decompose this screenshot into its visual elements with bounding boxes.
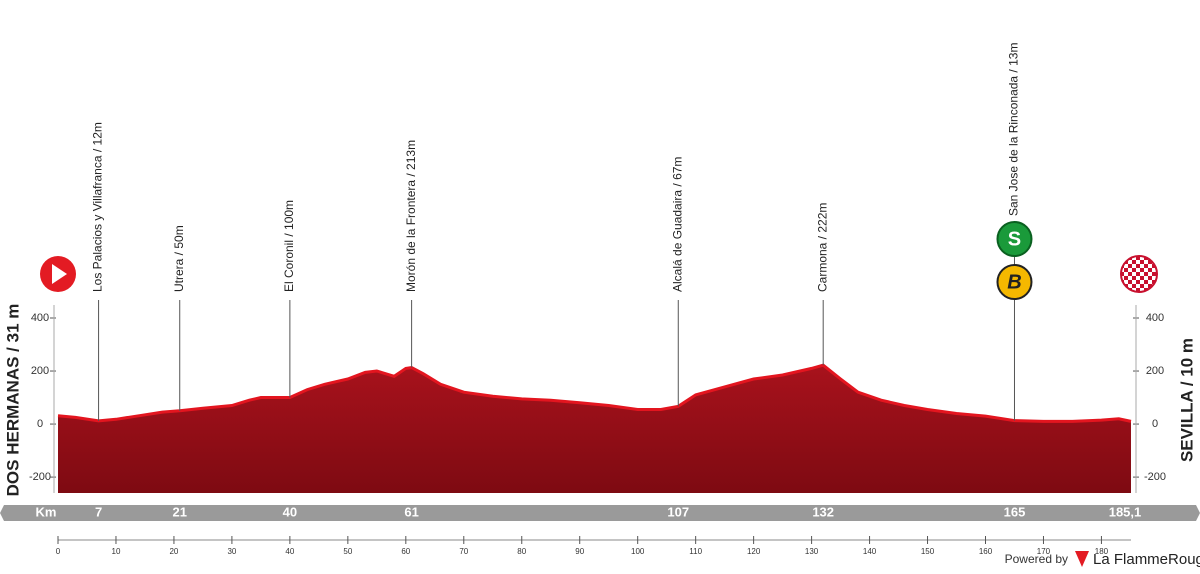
x-tick-label: 40 [285, 547, 294, 556]
bonus-icon [996, 264, 1033, 300]
y-tick-label: 200 [31, 365, 49, 377]
x-tick-label: 50 [343, 547, 352, 556]
x-tick-label: 0 [56, 547, 61, 556]
x-tick-label: 160 [979, 547, 993, 556]
x-tick-label: 140 [863, 547, 877, 556]
y-tick-label-right: 200 [1146, 365, 1164, 377]
waypoint-name: Utrera / 50m [172, 225, 186, 292]
km-value: 40 [283, 504, 297, 519]
waypoint-name: El Coronil / 100m [282, 200, 296, 292]
brand-logo [1075, 551, 1089, 567]
waypoint-name: Los Palacios y Villafranca / 12m [91, 122, 105, 292]
waypoint-name: San Jose de la Rinconada / 13m [1007, 43, 1021, 216]
x-tick-label: 30 [227, 547, 236, 556]
y-tick-label-right: 0 [1152, 418, 1158, 430]
y-tick-label: 400 [31, 312, 49, 324]
x-tick-label: 90 [575, 547, 584, 556]
finish-label: SEVILLA / 10 m [1177, 338, 1196, 462]
waypoint-name: Carmona / 222m [815, 203, 829, 292]
km-value: 61 [404, 504, 418, 519]
x-tick-label: 70 [459, 547, 468, 556]
x-tick-label: 110 [689, 547, 702, 556]
waypoint-name: Alcalá de Guadaira / 67m [670, 157, 684, 292]
sprint-icon [996, 221, 1033, 257]
start-label: DOS HERMANAS / 31 m [3, 304, 22, 497]
km-bar [0, 505, 1200, 521]
x-tick-label: 100 [631, 547, 645, 556]
start-icon [40, 256, 76, 292]
x-tick-label: 150 [921, 547, 935, 556]
km-value: 132 [812, 504, 834, 519]
x-tick-label: 10 [112, 547, 121, 556]
finish-km: 185,1 [1109, 504, 1142, 519]
x-tick-label: 130 [805, 547, 819, 556]
x-tick-label: 120 [747, 547, 761, 556]
km-value: 21 [172, 504, 186, 519]
credit: Powered by [1005, 552, 1068, 566]
profile-line [57, 363, 1132, 423]
sprint-label: S [1008, 228, 1021, 250]
y-tick-label-right: 400 [1146, 312, 1164, 324]
km-label: Km [36, 504, 57, 519]
km-value: 165 [1004, 504, 1026, 519]
y-tick-label: 0 [37, 418, 43, 430]
x-tick-label: 80 [517, 547, 526, 556]
bonus-label: B [1007, 271, 1021, 293]
y-tick-label: -200 [29, 471, 51, 483]
brand: La FlammeRouge [1093, 551, 1200, 568]
x-tick-label: 170 [1037, 547, 1051, 556]
waypoint-name: Morón de la Frontera / 213m [404, 140, 418, 292]
y-tick-label-right: -200 [1144, 471, 1166, 483]
km-value: 107 [667, 504, 689, 519]
profile-area [58, 365, 1131, 493]
x-tick-label: 60 [401, 547, 410, 556]
x-tick-label: 20 [169, 547, 178, 556]
finish-icon [1120, 255, 1158, 293]
x-tick-label: 180 [1095, 547, 1109, 556]
km-value: 7 [95, 504, 102, 519]
